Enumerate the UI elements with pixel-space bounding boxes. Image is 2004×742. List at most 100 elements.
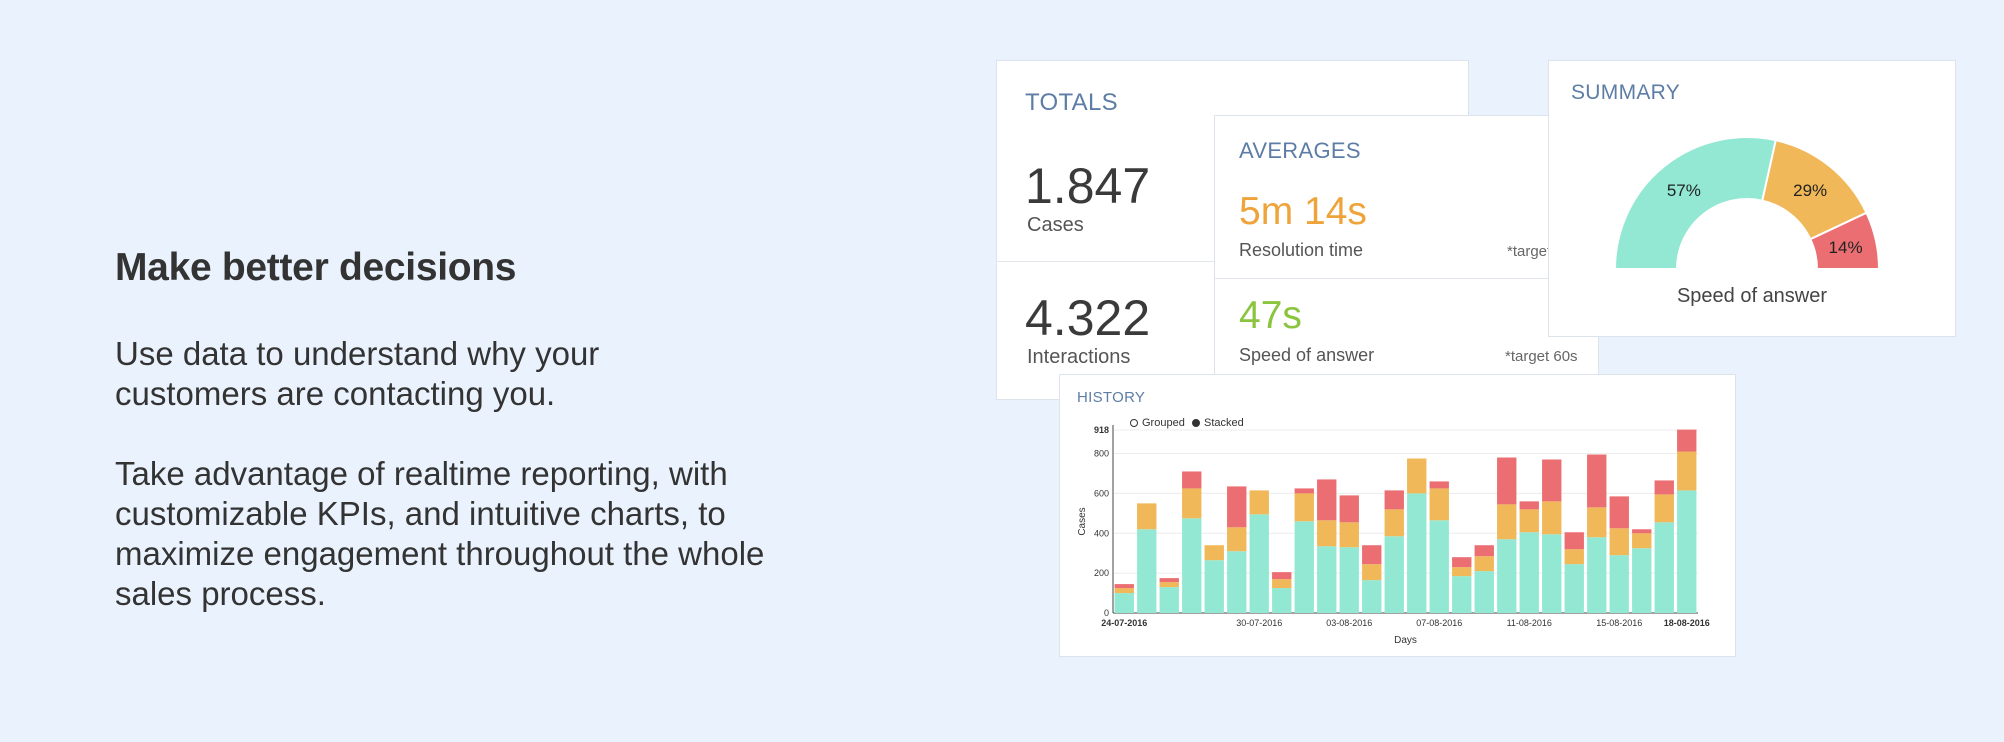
bar-segment-orange[interactable] — [1362, 564, 1382, 581]
resolution-time-label: Resolution time — [1239, 240, 1364, 260]
bar-segment-orange[interactable] — [1114, 588, 1134, 594]
y-tick-label: 0 — [1104, 608, 1109, 618]
bar-segment-green[interactable] — [1317, 546, 1337, 613]
bar-segment-orange[interactable] — [1407, 458, 1427, 494]
bar-segment-red[interactable] — [1609, 496, 1629, 529]
bar-segment-orange[interactable] — [1654, 494, 1674, 523]
x-axis-title: Days — [1394, 635, 1417, 646]
gauge-segment-1 — [1613, 136, 1777, 270]
bar-segment-orange[interactable] — [1339, 522, 1359, 548]
resolution-target: *target — [1507, 243, 1552, 260]
bar-segment-orange[interactable] — [1497, 504, 1517, 540]
bar-segment-green[interactable] — [1384, 536, 1404, 613]
bar-segment-orange[interactable] — [1587, 507, 1607, 538]
speed-target: *target 60s — [1505, 348, 1578, 365]
bar-segment-orange[interactable] — [1452, 567, 1472, 577]
bar-segment-green[interactable] — [1204, 560, 1224, 613]
bar-segment-orange[interactable] — [1564, 549, 1584, 565]
bar-segment-orange[interactable] — [1519, 509, 1539, 533]
bar-segment-green[interactable] — [1474, 571, 1494, 613]
bar-segment-orange[interactable] — [1249, 490, 1269, 515]
bar-segment-orange[interactable] — [1429, 488, 1449, 521]
bar-segment-red[interactable] — [1182, 471, 1202, 489]
bar-segment-green[interactable] — [1542, 534, 1562, 613]
bar-segment-orange[interactable] — [1384, 509, 1404, 537]
intro-paragraph: Use data to understand why your customer… — [115, 335, 600, 412]
bar-segment-green[interactable] — [1407, 493, 1427, 613]
bar-segment-red[interactable] — [1384, 490, 1404, 510]
speed-of-answer-gauge: 57% 29% 14% — [1613, 136, 1881, 270]
speed-of-answer-value: 47s — [1239, 294, 1302, 337]
bar-segment-red[interactable] — [1497, 457, 1517, 505]
bar-segment-red[interactable] — [1227, 486, 1247, 528]
interactions-label: Interactions — [1027, 346, 1131, 368]
bar-segment-green[interactable] — [1339, 547, 1359, 613]
bar-segment-orange[interactable] — [1632, 533, 1652, 549]
bar-segment-green[interactable] — [1519, 532, 1539, 613]
bar-segment-red[interactable] — [1272, 572, 1292, 580]
bar-segment-red[interactable] — [1114, 584, 1134, 589]
speed-of-answer-label: Speed of answer — [1239, 345, 1375, 365]
bar-segment-green[interactable] — [1362, 580, 1382, 613]
bar-segment-orange[interactable] — [1227, 527, 1247, 552]
gauge-segment-3 — [1809, 211, 1881, 270]
radio-empty-icon — [1130, 419, 1138, 427]
bar-segment-green[interactable] — [1294, 521, 1314, 613]
bar-segment-red[interactable] — [1317, 479, 1337, 521]
bar-segment-orange[interactable] — [1182, 488, 1202, 519]
bar-segment-red[interactable] — [1294, 488, 1314, 494]
bar-segment-green[interactable] — [1587, 537, 1607, 613]
bar-segment-green[interactable] — [1137, 529, 1157, 613]
bar-segment-red[interactable] — [1339, 495, 1359, 523]
bar-segment-green[interactable] — [1114, 593, 1134, 613]
bar-segment-red[interactable] — [1429, 481, 1449, 489]
bar-segment-red[interactable] — [1159, 578, 1179, 583]
history-bar-chart: 0 200 400 600 800 918 24-07-2016 30-07-2016 03-0… — [1077, 425, 1710, 646]
bar-segment-green[interactable] — [1159, 587, 1179, 613]
bar-segment-green[interactable] — [1249, 514, 1269, 613]
bar-segment-orange[interactable] — [1204, 545, 1224, 561]
bar-segment-red[interactable] — [1587, 454, 1607, 508]
bar-segment-red[interactable] — [1654, 480, 1674, 495]
bar-segment-red[interactable] — [1474, 545, 1494, 557]
bar-segment-red[interactable] — [1519, 501, 1539, 510]
gauge-segment-label: 29% — [1793, 181, 1827, 200]
bar-segment-green[interactable] — [1632, 548, 1652, 613]
legend-grouped[interactable]: Grouped — [1130, 417, 1185, 429]
bar-segment-orange[interactable] — [1317, 520, 1337, 547]
bar-segment-green[interactable] — [1429, 520, 1449, 613]
x-tick-label: 11-08-2016 — [1507, 618, 1552, 628]
bar-segment-green[interactable] — [1564, 564, 1584, 613]
bar-segment-red[interactable] — [1677, 429, 1697, 452]
totals-title: TOTALS — [1025, 89, 1118, 116]
bar-segment-red[interactable] — [1564, 532, 1584, 550]
bar-segment-orange[interactable] — [1677, 451, 1697, 491]
bar-segment-green[interactable] — [1497, 539, 1517, 613]
bar-segment-green[interactable] — [1182, 518, 1202, 613]
bar-segment-green[interactable] — [1677, 490, 1697, 613]
legend-stacked[interactable]: Stacked — [1192, 417, 1244, 429]
gauge-segment-label: 57% — [1667, 181, 1701, 200]
bar-segment-red[interactable] — [1632, 529, 1652, 534]
y-axis-title: Cases — [1077, 507, 1088, 535]
bar-segment-green[interactable] — [1654, 522, 1674, 613]
bar-segment-green[interactable] — [1452, 576, 1472, 613]
bar-segment-orange[interactable] — [1542, 501, 1562, 535]
bar-segment-green[interactable] — [1227, 551, 1247, 613]
x-tick-label: 24-07-2016 — [1101, 618, 1147, 628]
legend-grouped-label: Grouped — [1142, 417, 1185, 429]
x-tick-label: 30-07-2016 — [1236, 618, 1282, 628]
bar-segment-red[interactable] — [1452, 557, 1472, 568]
bar-segment-orange[interactable] — [1474, 556, 1494, 572]
bar-segment-orange[interactable] — [1159, 582, 1179, 588]
bar-segment-green[interactable] — [1609, 555, 1629, 613]
bar-segment-green[interactable] — [1272, 588, 1292, 613]
bar-segment-orange[interactable] — [1294, 493, 1314, 522]
bar-segment-orange[interactable] — [1137, 503, 1157, 530]
bar-segment-orange[interactable] — [1272, 579, 1292, 589]
bar-segment-orange[interactable] — [1609, 528, 1629, 556]
bar-segment-red[interactable] — [1542, 459, 1562, 502]
bar-segment-red[interactable] — [1362, 545, 1382, 565]
y-tick-label: 918 — [1094, 425, 1109, 435]
details-paragraph: Take advantage of realtime reporting, wi… — [115, 455, 765, 612]
